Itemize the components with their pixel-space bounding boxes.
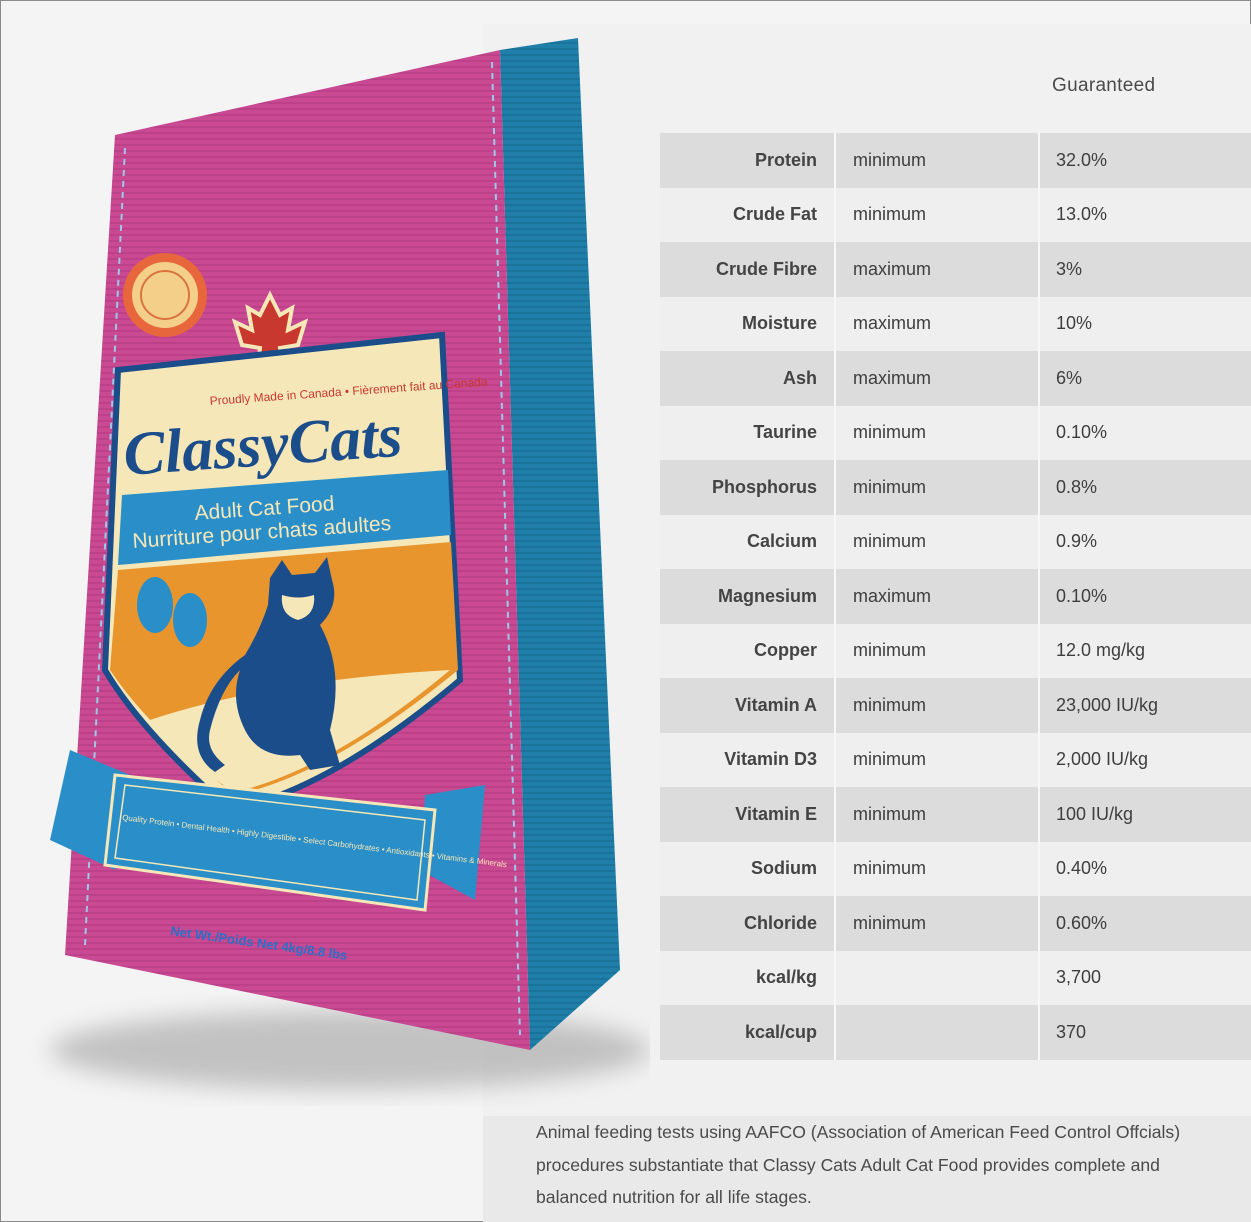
- nutrient-cell: kcal/cup: [660, 1005, 836, 1060]
- table-row: Ash maximum 6%: [660, 351, 1251, 406]
- basis-cell: minimum: [835, 514, 1040, 569]
- value-cell: 12.0 mg/kg: [1039, 623, 1251, 678]
- basis-cell: minimum: [835, 187, 1040, 242]
- guaranteed-analysis-rows: Protein minimum 32.0% Crude Fat minimum 13.0%…: [660, 133, 1251, 1060]
- nutrient-cell: Crude Fibre: [660, 242, 836, 297]
- table-row: Taurine minimum 0.10%: [660, 405, 1251, 460]
- value-cell: 23,000 IU/kg: [1039, 678, 1251, 733]
- table-row: kcal/kg 3,700: [660, 950, 1251, 1005]
- nutrient-cell: kcal/kg: [660, 950, 836, 1005]
- value-cell: 0.40%: [1039, 841, 1251, 896]
- table-row: Vitamin D3 minimum 2,000 IU/kg: [660, 732, 1251, 787]
- basis-cell: maximum: [835, 242, 1040, 297]
- subtitle-band: [118, 470, 451, 565]
- basis-cell: maximum: [835, 296, 1040, 351]
- value-cell: 3%: [1039, 242, 1251, 297]
- nutrient-cell: Chloride: [660, 896, 836, 951]
- product-bag-image: Proudly Made in Canada • Fièrement fait …: [30, 30, 650, 1110]
- nutrient-cell: Phosphorus: [660, 460, 836, 515]
- guaranteed-column-header: Guaranteed: [1052, 75, 1156, 96]
- value-cell: 6%: [1039, 351, 1251, 406]
- basis-cell: minimum: [835, 678, 1040, 733]
- basis-cell: minimum: [835, 896, 1040, 951]
- value-cell: 10%: [1039, 296, 1251, 351]
- value-cell: 0.10%: [1039, 569, 1251, 624]
- value-cell: 3,700: [1039, 950, 1251, 1005]
- table-row: Phosphorus minimum 0.8%: [660, 460, 1251, 515]
- value-cell: 370: [1039, 1005, 1251, 1060]
- table-row: Calcium minimum 0.9%: [660, 514, 1251, 569]
- basis-cell: minimum: [835, 787, 1040, 842]
- value-cell: 2,000 IU/kg: [1039, 732, 1251, 787]
- table-row: Crude Fibre maximum 3%: [660, 242, 1251, 297]
- table-row: Moisture maximum 10%: [660, 296, 1251, 351]
- table-row: Crude Fat minimum 13.0%: [660, 187, 1251, 242]
- bag-side-panel: [500, 38, 620, 1050]
- tree-icon: [173, 593, 207, 647]
- tree-icon: [137, 577, 173, 633]
- nutrient-cell: Crude Fat: [660, 187, 836, 242]
- table-row: Protein minimum 32.0%: [660, 133, 1251, 188]
- basis-cell: maximum: [835, 569, 1040, 624]
- basis-cell: minimum: [835, 133, 1040, 188]
- nutrient-cell: Vitamin E: [660, 787, 836, 842]
- table-row: Sodium minimum 0.40%: [660, 841, 1251, 896]
- value-cell: 0.8%: [1039, 460, 1251, 515]
- value-cell: 0.9%: [1039, 514, 1251, 569]
- aafco-statement: Animal feeding tests using AAFCO (Associ…: [536, 1122, 1181, 1207]
- value-cell: 0.10%: [1039, 405, 1251, 460]
- nutrient-cell: Vitamin A: [660, 678, 836, 733]
- nutrient-cell: Taurine: [660, 405, 836, 460]
- value-cell: 13.0%: [1039, 187, 1251, 242]
- nutrient-cell: Sodium: [660, 841, 836, 896]
- basis-cell: maximum: [835, 351, 1040, 406]
- nutrient-cell: Magnesium: [660, 569, 836, 624]
- nutrient-cell: Copper: [660, 623, 836, 678]
- nutrient-cell: Vitamin D3: [660, 732, 836, 787]
- ribbon-end-right: [420, 785, 485, 900]
- value-cell: 32.0%: [1039, 133, 1251, 188]
- guaranteed-analysis-table: Protein minimum 32.0% Crude Fat minimum 13.0%…: [660, 133, 1251, 1060]
- basis-cell: minimum: [835, 460, 1040, 515]
- basis-cell: [835, 1005, 1040, 1060]
- value-cell: 0.60%: [1039, 896, 1251, 951]
- nutrient-cell: Ash: [660, 351, 836, 406]
- basis-cell: [835, 950, 1040, 1005]
- product-bag-illustration: Proudly Made in Canada • Fièrement fait …: [50, 38, 650, 1090]
- basis-cell: minimum: [835, 841, 1040, 896]
- basis-cell: minimum: [835, 623, 1040, 678]
- table-row: Copper minimum 12.0 mg/kg: [660, 623, 1251, 678]
- value-cell: 100 IU/kg: [1039, 787, 1251, 842]
- table-row: kcal/cup 370: [660, 1005, 1251, 1060]
- nutrient-cell: Protein: [660, 133, 836, 188]
- basis-cell: minimum: [835, 732, 1040, 787]
- aafco-statement-box: Animal feeding tests using AAFCO (Associ…: [483, 1116, 1251, 1222]
- table-row: Magnesium maximum 0.10%: [660, 569, 1251, 624]
- basis-cell: minimum: [835, 405, 1040, 460]
- ribbon-banner: [103, 773, 437, 912]
- table-row: Chloride minimum 0.60%: [660, 896, 1251, 951]
- bag-seam-right: [491, 61, 521, 1036]
- nutrient-cell: Calcium: [660, 514, 836, 569]
- nutrient-cell: Moisture: [660, 296, 836, 351]
